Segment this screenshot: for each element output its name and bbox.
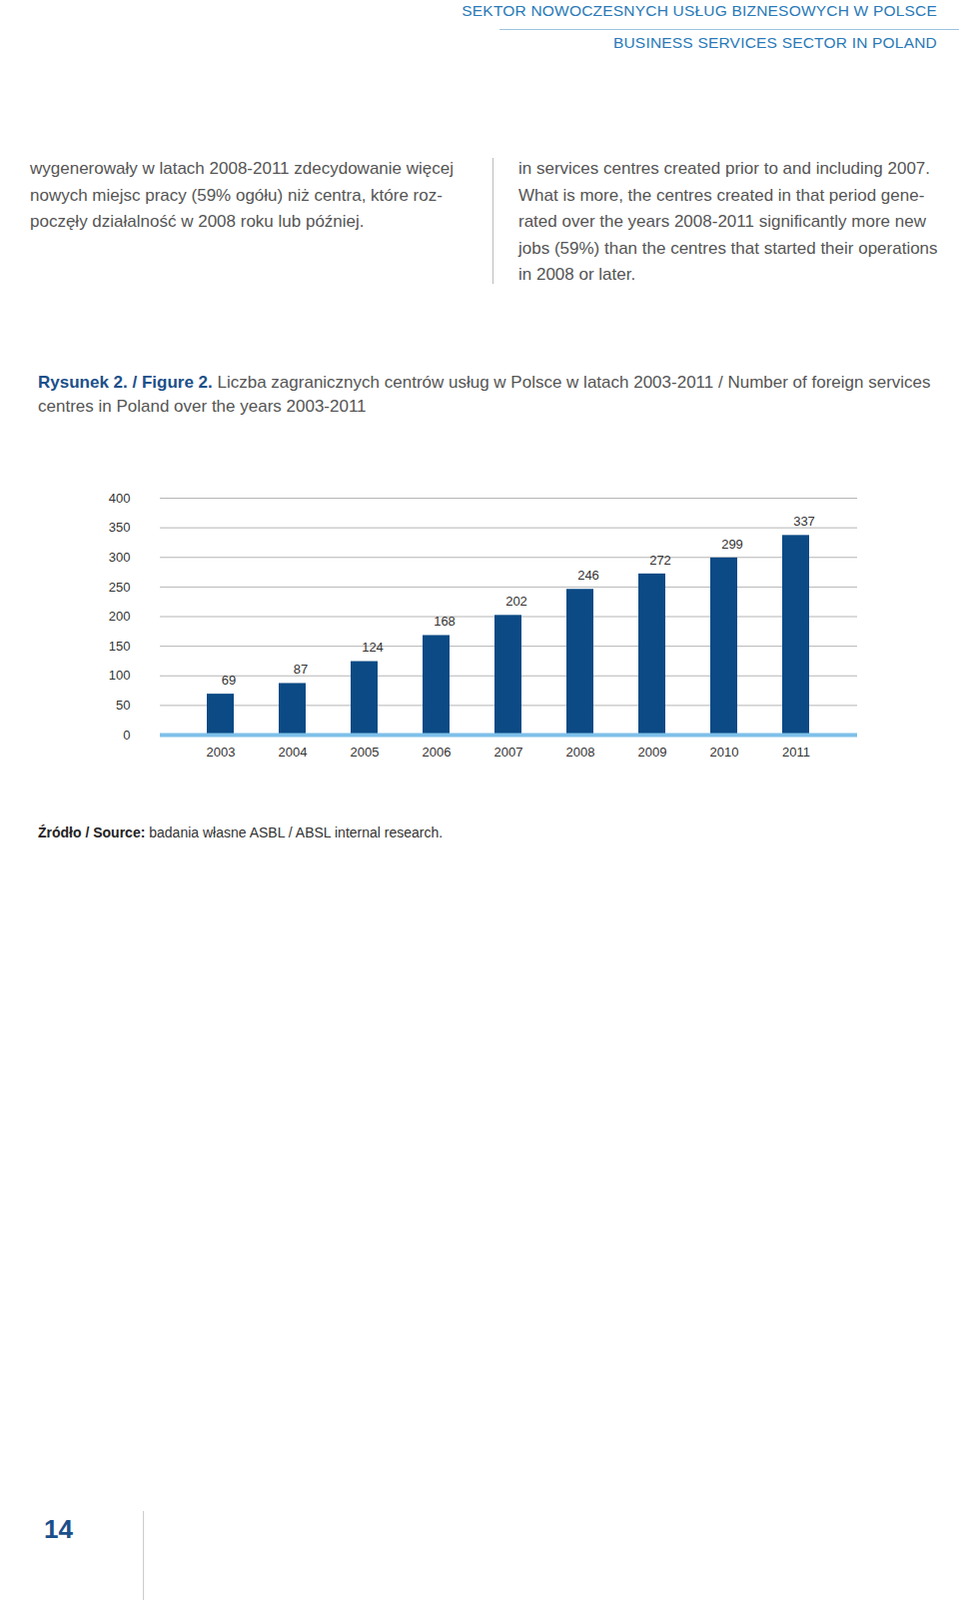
svg-text:2007: 2007 — [494, 744, 524, 760]
html-text:in 2008 or later.: in 2008 or later. — [518, 264, 636, 284]
svg-text:250: 250 — [108, 579, 131, 595]
html-text:Rysunek 2. / Figure 2. Liczba: Rysunek 2. / Figure 2. Liczba zagraniczn… — [37, 372, 931, 416]
svg-text:2003: 2003 — [206, 744, 236, 760]
html-text:BUSINESS SERVICES SECTOR IN PO: BUSINESS SERVICES SECTOR IN POLAND — [613, 33, 938, 51]
svg-text:124: 124 — [361, 639, 384, 655]
svg-text:2008: 2008 — [566, 744, 596, 760]
svg-text:246: 246 — [577, 567, 600, 583]
svg-text:202: 202 — [505, 593, 528, 609]
svg-text:299: 299 — [721, 536, 744, 552]
html-text:wygenerowały w latach 2008-201: wygenerowały w latach 2008-2011 zdecydow… — [29, 158, 454, 178]
html-text:14: 14 — [43, 1513, 73, 1544]
svg-text:200: 200 — [108, 608, 131, 624]
svg-text:2009: 2009 — [638, 744, 668, 760]
svg-text:350: 350 — [108, 519, 131, 535]
html-text:poczęły działalność w 2008 rok: poczęły działalność w 2008 roku lub późn… — [29, 211, 365, 231]
svg-text:168: 168 — [433, 613, 456, 629]
svg-text:2004: 2004 — [278, 744, 308, 760]
svg-text:69: 69 — [221, 672, 236, 688]
svg-text:272: 272 — [649, 552, 672, 568]
html-text:Źródło / Source: badania własn: Źródło / Source: badania własne ASBL / A… — [37, 824, 443, 841]
svg-text:2011: 2011 — [782, 744, 811, 760]
svg-text:150: 150 — [108, 638, 131, 654]
svg-text:400: 400 — [108, 490, 131, 506]
svg-text:2006: 2006 — [422, 744, 452, 760]
svg-text:337: 337 — [793, 513, 816, 529]
svg-text:87: 87 — [293, 661, 308, 677]
svg-text:300: 300 — [108, 549, 131, 565]
html-text:SEKTOR NOWOCZESNYCH USŁUG BIZN: SEKTOR NOWOCZESNYCH USŁUG BIZNESOWYCH W … — [461, 1, 938, 19]
svg-text:0: 0 — [122, 727, 130, 743]
svg-text:100: 100 — [108, 667, 131, 683]
html-text:rated over the years 2008-2011: rated over the years 2008-2011 significa… — [518, 211, 926, 231]
html-text:jobs (59%) than the centres th: jobs (59%) than the centres that started… — [518, 238, 938, 258]
svg-text:2005: 2005 — [350, 744, 380, 760]
svg-text:50: 50 — [115, 697, 130, 713]
html-text:in services centres created pr: in services centres created prior to and… — [518, 158, 931, 178]
html-text:nowych miejsc pracy (59% ogółu: nowych miejsc pracy (59% ogółu) niż cent… — [29, 185, 443, 205]
svg-text:2010: 2010 — [710, 744, 740, 760]
html-text:What is more, the centres crea: What is more, the centres created in tha… — [518, 185, 925, 205]
